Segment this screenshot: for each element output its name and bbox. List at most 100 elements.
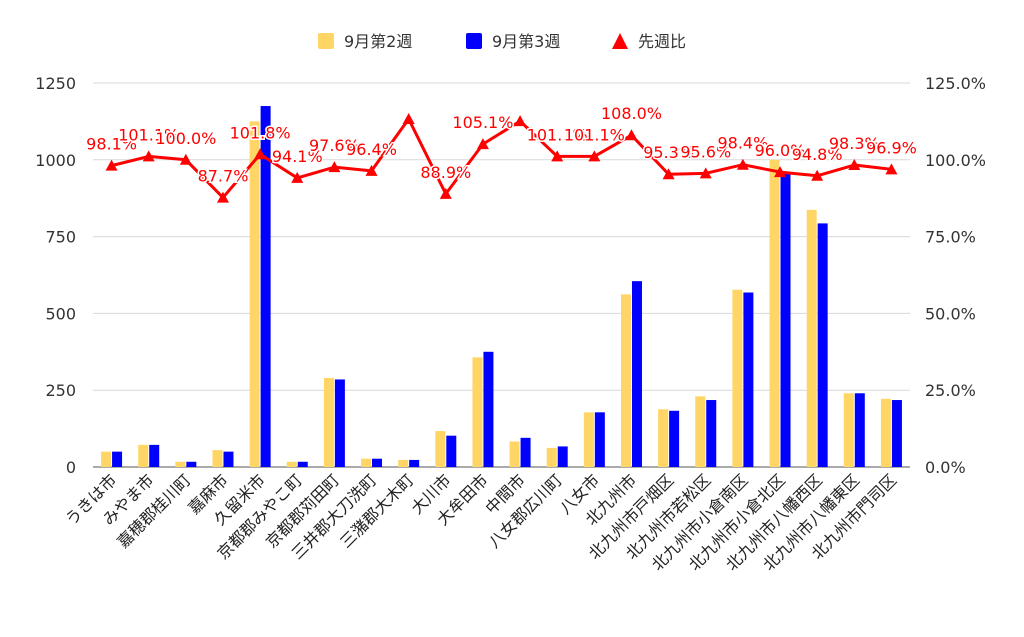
bar-week2 <box>361 458 372 467</box>
legend-label: 9月第2週 <box>344 32 412 51</box>
ratio-data-label: 96.9% <box>866 138 917 157</box>
ratio-data-label: 95.3% <box>643 143 694 162</box>
ratio-point <box>588 150 601 162</box>
bar-week3 <box>631 281 642 467</box>
bar-week3 <box>260 106 271 467</box>
bar-week2 <box>546 447 557 467</box>
bar-week3 <box>891 400 902 467</box>
ratio-point <box>514 115 527 127</box>
ratio-point <box>662 168 675 180</box>
bar-week3 <box>297 461 308 467</box>
ratio-point <box>254 148 267 160</box>
bar-week2 <box>620 294 631 467</box>
bar-week3 <box>372 458 383 467</box>
ratio-point <box>402 112 415 124</box>
bar-week2 <box>509 441 520 467</box>
ratio-point <box>328 161 341 173</box>
bar-week2 <box>101 451 112 467</box>
ratio-data-label: 101.1% <box>564 125 625 144</box>
ratio-data-label: 94.8% <box>792 145 843 164</box>
bar-week2 <box>435 431 446 467</box>
bar-week3 <box>706 400 717 467</box>
right-tick-label: 100.0% <box>925 151 986 170</box>
left-tick-label: 1250 <box>35 74 76 93</box>
ratio-point <box>216 191 229 203</box>
bar-week2 <box>732 289 743 467</box>
bar-week3 <box>483 351 494 467</box>
ratio-point <box>105 159 118 171</box>
ratio-data-label: 96.4% <box>346 140 397 159</box>
ratio-point <box>142 150 155 162</box>
bar-week3 <box>520 437 531 467</box>
bar-week2 <box>880 398 891 467</box>
bars <box>101 106 902 468</box>
right-tick-label: 125.0% <box>925 74 986 93</box>
ratio-data-label: 98.1% <box>86 135 137 154</box>
left-tick-label: 500 <box>45 304 76 323</box>
ratio-data-label: 101.1% <box>118 125 179 144</box>
bar-week2 <box>843 393 854 467</box>
ratio-data-label: 101.1% <box>527 125 588 144</box>
bar-week2 <box>583 412 594 467</box>
ratio-data-label: 101.8% <box>230 123 291 142</box>
ratio-data-label: 87.7% <box>198 167 249 186</box>
ratio-data-label: 95.6% <box>680 142 731 161</box>
left-tick-label: 0 <box>66 458 76 477</box>
bar-week2 <box>138 444 149 467</box>
ratio-data-label: 98.4% <box>717 134 768 153</box>
legend: 9月第2週 9月第3週 先週比 <box>318 32 686 51</box>
legend-swatch <box>318 33 334 49</box>
bar-week3 <box>557 446 568 467</box>
ratio-point <box>699 167 712 179</box>
ratio-point <box>476 138 489 150</box>
x-axis: うきは市みやま市嘉穂郡桂川町嘉麻市久留米市京都郡みやこ町京都郡苅田町三井郡大刀洗… <box>62 470 901 574</box>
bar-week2 <box>323 377 334 467</box>
bar-week3 <box>817 223 828 467</box>
ratio-data-label: 98.3% <box>829 134 880 153</box>
legend-swatch <box>612 33 628 49</box>
left-tick-label: 1000 <box>35 151 76 170</box>
ratio-point <box>885 163 898 175</box>
ratio-point <box>736 158 749 170</box>
legend-swatch <box>466 33 482 49</box>
bar-week2 <box>286 461 297 467</box>
bar-week2 <box>212 450 223 467</box>
bar-week2 <box>658 409 669 467</box>
bar-week3 <box>594 412 605 467</box>
ratio-line-path <box>111 117 892 200</box>
ratio-point <box>774 166 787 178</box>
bar-week3 <box>186 461 197 467</box>
bar-week3 <box>409 459 420 467</box>
legend-label: 先週比 <box>638 32 686 51</box>
ratio-point <box>291 171 304 183</box>
bar-week2 <box>695 396 706 467</box>
bar-week3 <box>669 410 680 467</box>
bar-week2 <box>175 461 186 467</box>
right-y-axis: 0.0% 25.0% 50.0% 75.0% 100.0% 125.0% <box>925 74 986 477</box>
ratio-point <box>179 153 192 165</box>
bar-week2 <box>806 209 817 467</box>
bar-week3 <box>149 444 160 467</box>
ratio-point <box>439 187 452 199</box>
ratio-point <box>848 159 861 171</box>
bar-week3 <box>780 172 791 467</box>
ratio-data-label: 96.0% <box>755 141 806 160</box>
bar-week3 <box>446 435 457 467</box>
ratio-data-label: 108.0% <box>601 104 662 123</box>
bar-week3 <box>223 451 234 467</box>
data-labels: 98.1%101.1%100.0%87.7%101.8%94.1%97.6%96… <box>85 103 919 187</box>
left-tick-label: 750 <box>45 228 76 247</box>
bar-week2 <box>472 357 483 467</box>
right-tick-label: 25.0% <box>925 381 976 400</box>
bar-week3 <box>743 292 754 467</box>
legend-label: 9月第3週 <box>492 32 560 51</box>
right-tick-label: 50.0% <box>925 304 976 323</box>
bar-week2 <box>398 459 409 467</box>
ratio-point <box>551 150 564 162</box>
right-tick-label: 75.0% <box>925 228 976 247</box>
bar-week2 <box>249 121 260 468</box>
left-y-axis: 0 250 500 750 1000 1250 <box>35 74 76 477</box>
bar-week3 <box>334 379 345 467</box>
